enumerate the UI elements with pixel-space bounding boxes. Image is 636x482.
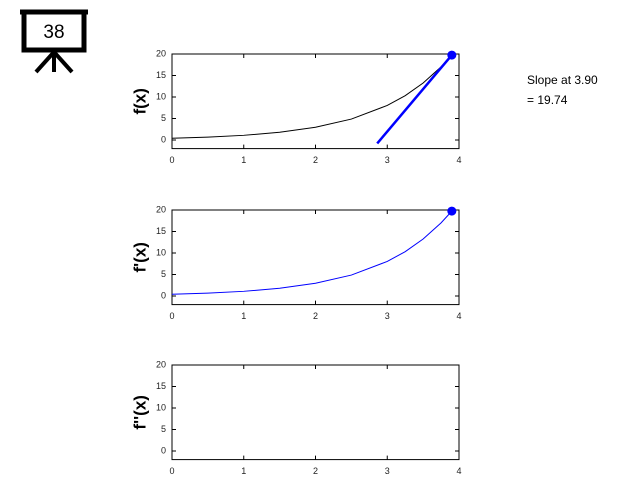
y-tick-label: 20 [156, 359, 166, 369]
x-tick-label: 3 [385, 155, 390, 165]
point-marker [447, 206, 457, 216]
y-tick-label: 5 [161, 424, 166, 434]
x-tick-label: 2 [313, 466, 318, 476]
y-tick-label: 15 [156, 70, 166, 80]
y-axis-label: f(x) [130, 88, 149, 114]
board-leg [52, 50, 74, 74]
y-tick-label: 5 [161, 113, 166, 123]
x-tick-label: 1 [241, 466, 246, 476]
axes-frame [171, 364, 460, 461]
x-tick-label: 1 [241, 155, 246, 165]
x-tick-label: 4 [456, 311, 461, 321]
x-tick-label: 0 [169, 466, 174, 476]
x-tick-label: 3 [385, 311, 390, 321]
y-tick-label: 0 [161, 445, 166, 455]
y-tick-label: 15 [156, 381, 166, 391]
x-tick-label: 3 [385, 466, 390, 476]
y-tick-label: 0 [161, 290, 166, 300]
y-tick-label: 10 [156, 247, 166, 257]
y-tick-label: 15 [156, 226, 166, 236]
y-tick-label: 10 [156, 91, 166, 101]
x-tick-label: 0 [169, 311, 174, 321]
curve [376, 54, 453, 145]
badge-text: 38 [43, 22, 64, 43]
board-leg [34, 50, 56, 74]
y-axis-label: f'(x) [130, 242, 149, 272]
y-tick-label: 20 [156, 204, 166, 214]
axes-frame [171, 53, 460, 150]
point-marker [447, 50, 457, 60]
y-tick-label: 0 [161, 134, 166, 144]
x-tick-label: 4 [456, 155, 461, 165]
y-tick-label: 5 [161, 269, 166, 279]
x-tick-label: 0 [169, 155, 174, 165]
badge-icon: 38 [20, 9, 88, 74]
y-tick-label: 10 [156, 402, 166, 412]
x-tick-label: 1 [241, 311, 246, 321]
annotation: = 19.74 [527, 93, 568, 107]
x-tick-label: 4 [456, 466, 461, 476]
x-tick-label: 2 [313, 311, 318, 321]
y-axis-label: f''(x) [130, 395, 149, 430]
axes-frame [171, 209, 460, 306]
curve [171, 54, 453, 139]
annotation: Slope at 3.90 [527, 73, 598, 87]
curve [171, 210, 453, 295]
y-tick-label: 20 [156, 48, 166, 58]
x-tick-label: 2 [313, 155, 318, 165]
